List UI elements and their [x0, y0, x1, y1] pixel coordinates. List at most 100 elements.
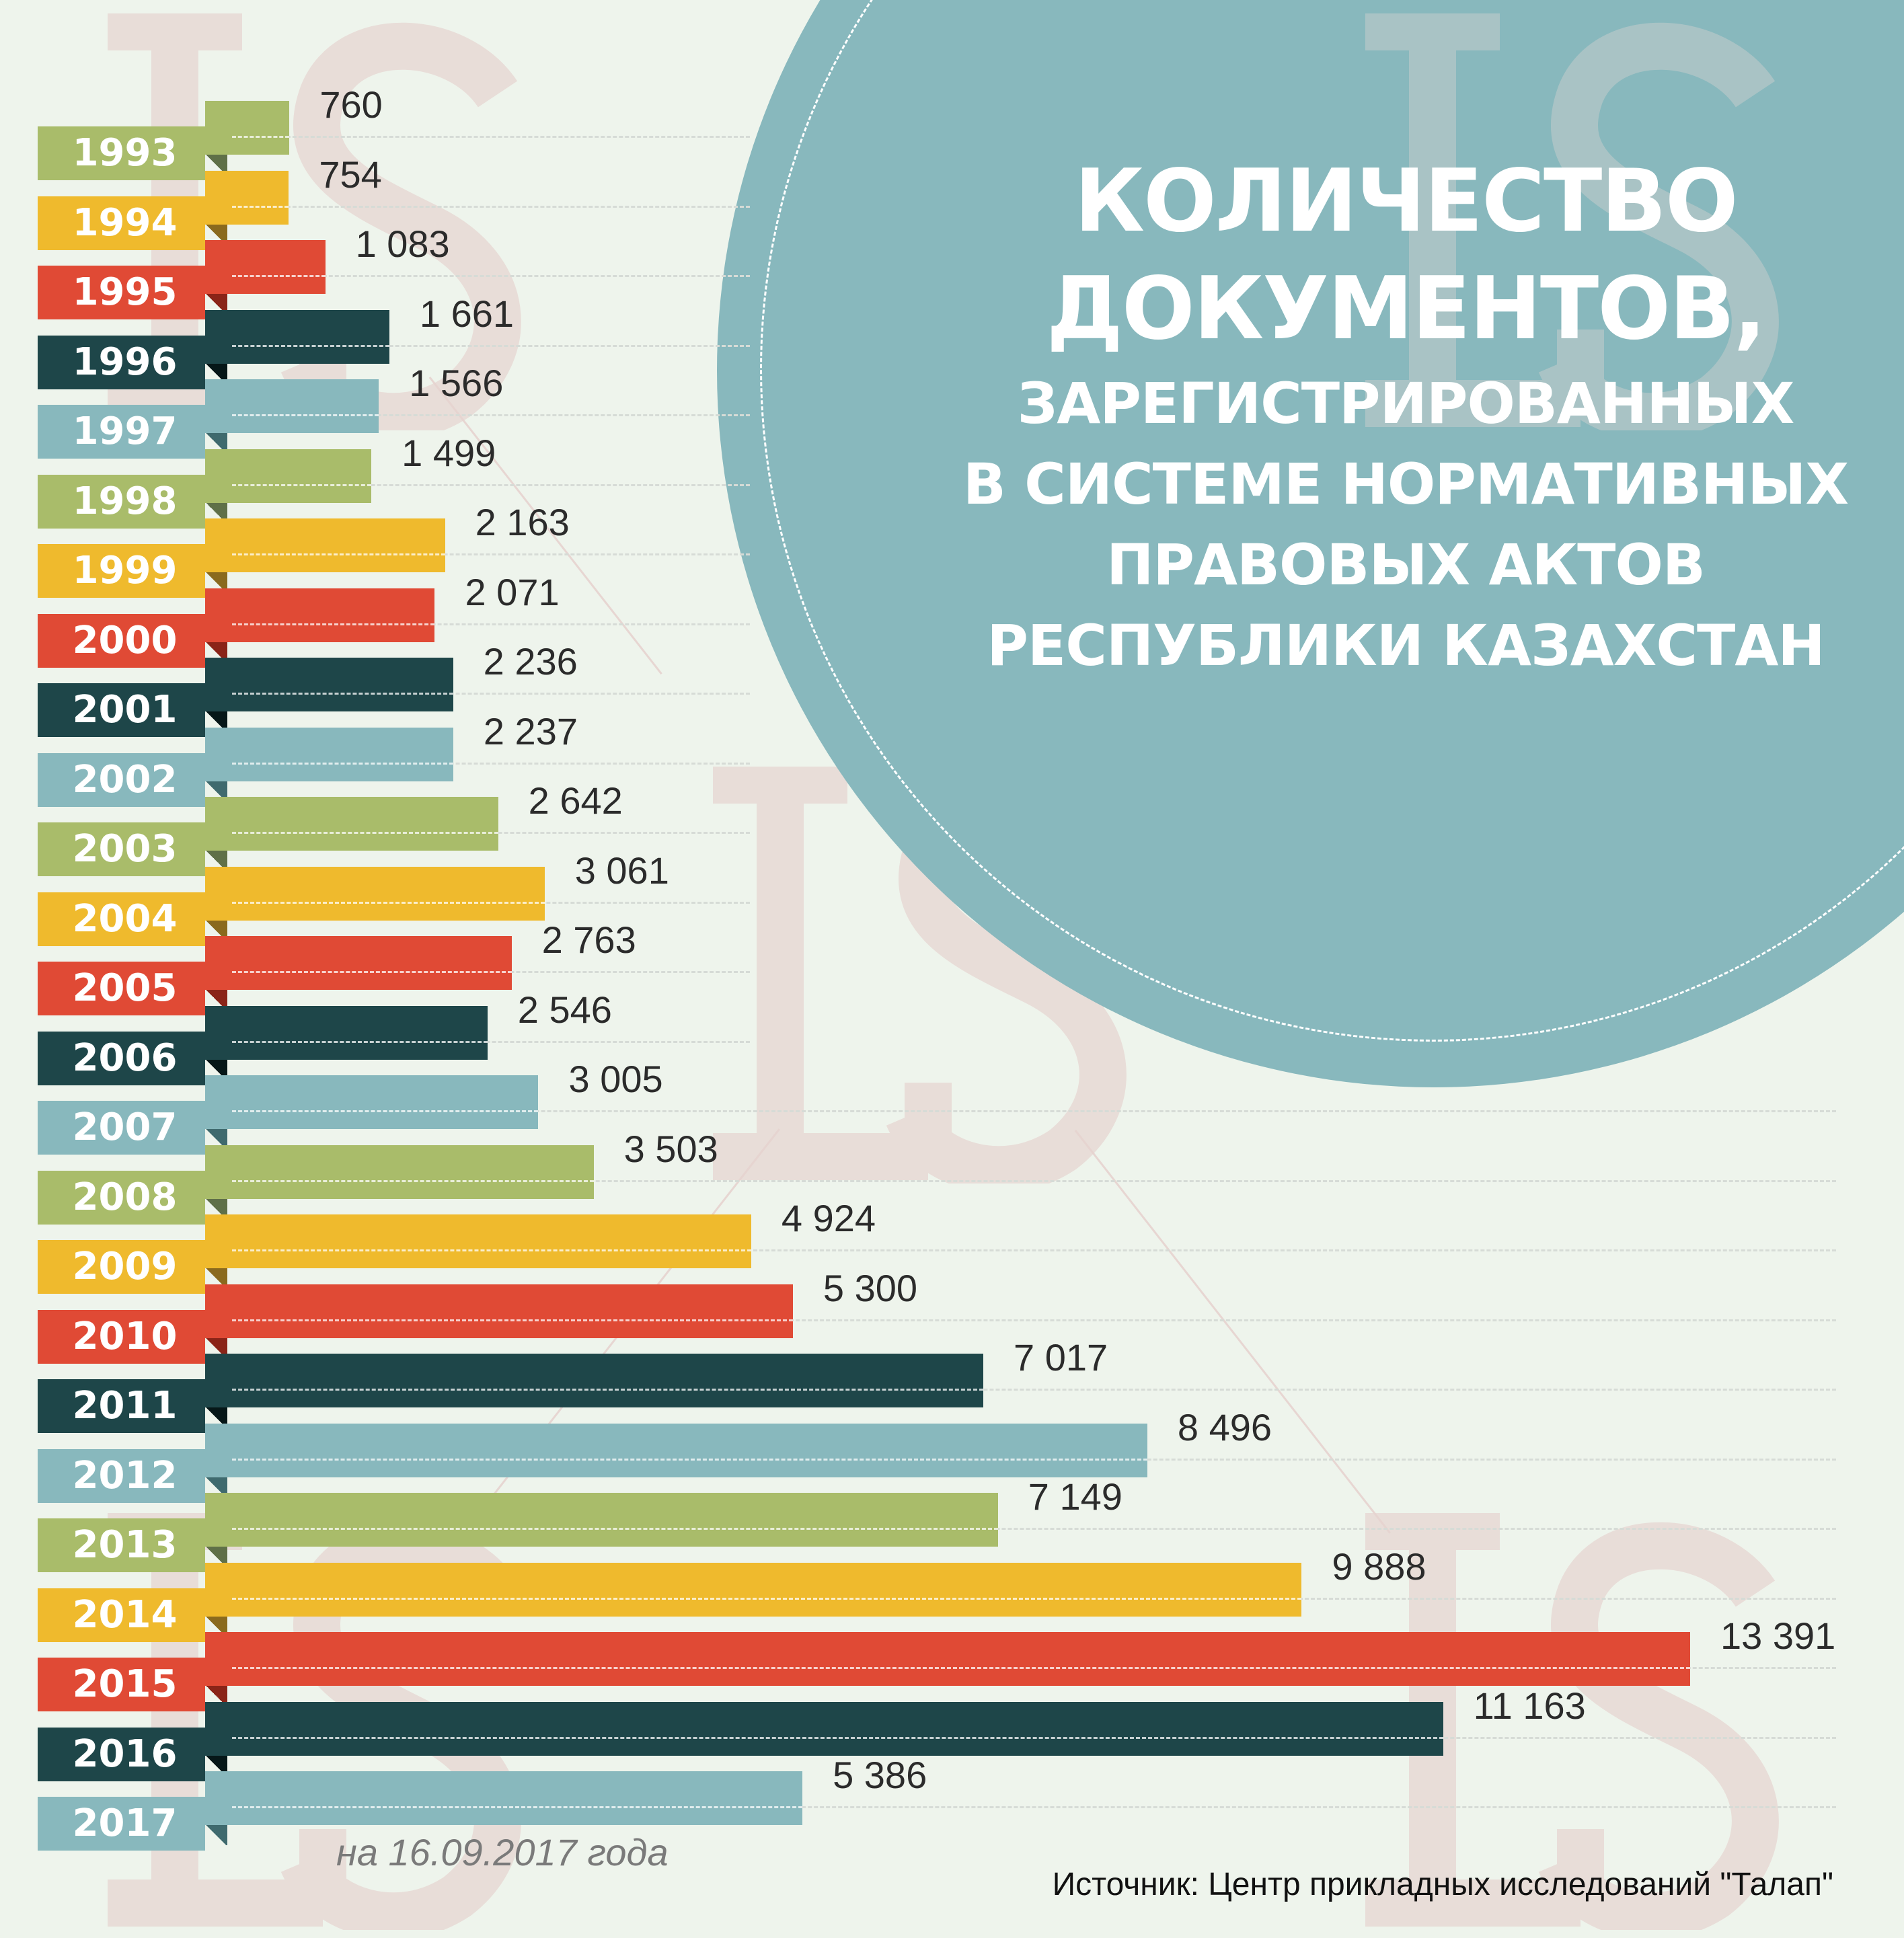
bar [205, 379, 379, 433]
bar-dashed-line [232, 344, 389, 347]
bar-dashed-line [232, 623, 435, 625]
bar [205, 1701, 1443, 1756]
bar [205, 1214, 751, 1268]
bar [205, 1284, 793, 1338]
data-label: 1 566 [409, 362, 504, 404]
year-label: 1995 [38, 266, 205, 319]
data-label: 2 163 [475, 501, 570, 543]
bar [205, 309, 389, 364]
year-label: 2005 [38, 962, 205, 1015]
data-label: 3 005 [568, 1058, 663, 1100]
bar-dashed-line [232, 693, 453, 695]
year-label: 2013 [38, 1518, 205, 1572]
guide-line [232, 205, 750, 208]
guide-line [232, 623, 750, 625]
bar-fold [205, 1825, 227, 1845]
bar [205, 797, 498, 851]
bar [205, 101, 290, 155]
year-label: 2017 [38, 1797, 205, 1851]
year-label: 1993 [38, 126, 205, 180]
bar-dashed-line [232, 205, 289, 208]
bar [205, 588, 435, 642]
bar-dashed-line [232, 136, 290, 138]
bar-dashed-line [232, 901, 545, 904]
year-label: 2006 [38, 1031, 205, 1085]
data-label: 2 642 [528, 779, 623, 822]
guide-line [232, 1389, 1836, 1391]
year-label: 1994 [38, 196, 205, 250]
data-label: 4 924 [781, 1197, 876, 1239]
bar-dashed-line [232, 1389, 983, 1391]
year-label: 2007 [38, 1101, 205, 1155]
year-label: 2002 [38, 752, 205, 807]
data-label: 2 763 [541, 919, 636, 961]
data-label: 9 888 [1332, 1545, 1426, 1588]
watermark-letter-s [1538, 1522, 1779, 1930]
year-label: 2003 [38, 822, 205, 876]
bar-dashed-line [232, 1458, 1147, 1461]
guide-line [232, 693, 750, 695]
bar [205, 518, 445, 572]
title-line: КОЛИЧЕСТВО [1074, 151, 1738, 251]
bar [205, 170, 289, 225]
title-line: ДОКУМЕНТОВ, [1046, 259, 1766, 359]
data-label: 754 [319, 153, 382, 196]
bar-dashed-line [232, 1179, 594, 1182]
guide-line [232, 136, 750, 138]
year-label: 2014 [38, 1588, 205, 1642]
guide-line [232, 1319, 1836, 1321]
bar [205, 1075, 539, 1129]
bar-dashed-line [232, 832, 498, 834]
year-label: 1998 [38, 474, 205, 529]
year-label: 2004 [38, 892, 205, 946]
guide-line [232, 344, 750, 347]
data-label: 5 386 [833, 1754, 927, 1796]
bar-dashed-line [232, 1110, 539, 1112]
year-label: 2009 [38, 1240, 205, 1294]
bar-dashed-line [232, 483, 372, 486]
year-label: 2012 [38, 1448, 205, 1503]
data-label: 2 237 [483, 709, 578, 752]
year-label: 2011 [38, 1379, 205, 1433]
year-label: 1996 [38, 335, 205, 389]
data-label: 2 236 [483, 640, 578, 683]
bar [205, 866, 545, 921]
bar-dashed-line [232, 414, 379, 416]
bar [205, 1493, 998, 1547]
data-label: 2 546 [517, 988, 612, 1031]
title-line: РЕСПУБЛИКИ КАЗАХСТАН [987, 613, 1825, 679]
bar [205, 1145, 594, 1199]
data-label: 1 083 [355, 223, 450, 265]
bar [205, 449, 372, 503]
bar [205, 1423, 1147, 1477]
guide-line [232, 1040, 750, 1043]
data-label: 3 061 [574, 849, 669, 892]
bar-dashed-line [232, 1319, 793, 1321]
data-label: 760 [319, 83, 383, 126]
bar-dashed-line [232, 275, 326, 277]
guide-line [232, 553, 750, 555]
bar-dashed-line [232, 971, 512, 973]
bar [205, 240, 326, 294]
data-label: 7 149 [1028, 1475, 1122, 1518]
data-label: 2 071 [465, 570, 560, 613]
guide-line [232, 1249, 1836, 1251]
guide-line [232, 1110, 1836, 1112]
bar-dashed-line [232, 553, 445, 555]
data-label: 13 391 [1720, 1615, 1836, 1657]
year-label: 2000 [38, 613, 205, 668]
year-label: 2010 [38, 1309, 205, 1364]
year-label: 2008 [38, 1170, 205, 1225]
bar-dashed-line [232, 1528, 998, 1530]
data-label: 5 300 [823, 1266, 918, 1309]
bar [205, 1632, 1690, 1686]
bar-dashed-line [232, 1806, 803, 1808]
data-label: 8 496 [1177, 1405, 1272, 1448]
bar [205, 658, 453, 711]
year-label: 1999 [38, 544, 205, 598]
bar-dashed-line [232, 1597, 1302, 1600]
bar-dashed-line [232, 1667, 1690, 1669]
year-label: 2001 [38, 683, 205, 737]
bar [205, 1771, 803, 1825]
